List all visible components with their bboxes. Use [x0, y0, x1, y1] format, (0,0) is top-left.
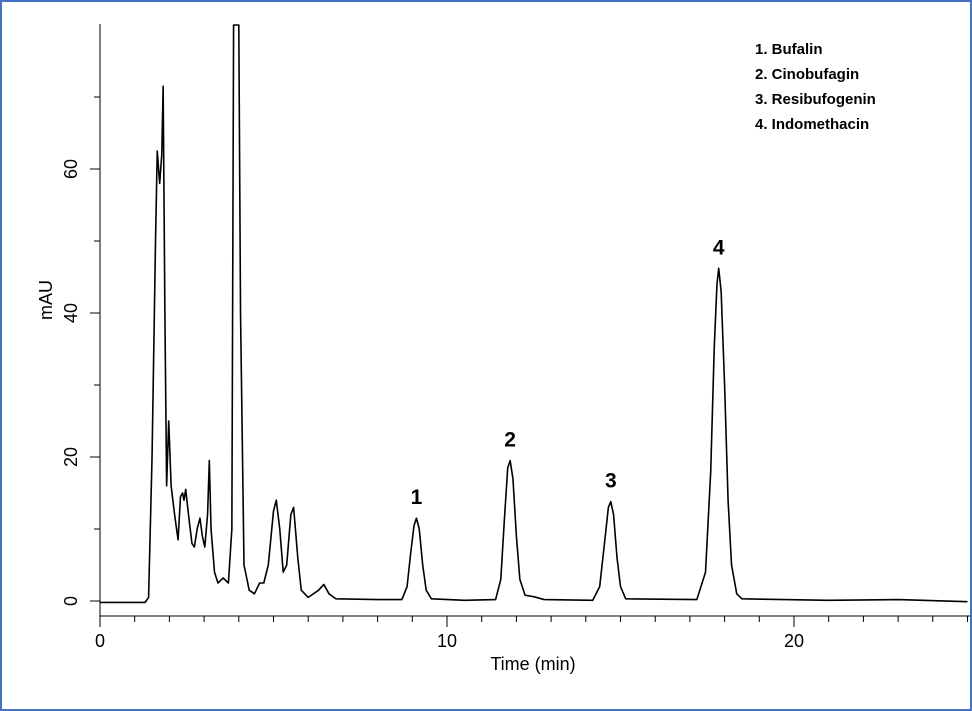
peak-label: 4: [713, 236, 725, 259]
x-tick-label: 10: [437, 631, 457, 651]
legend-entry: 4. Indomethacin: [755, 116, 869, 133]
y-tick-label: 40: [61, 303, 81, 323]
x-tick-label: 20: [784, 631, 804, 651]
x-tick-label: 0: [95, 631, 105, 651]
chromatogram-line: [100, 24, 968, 604]
y-tick-label: 60: [61, 159, 81, 179]
y-axis-label: mAU: [36, 280, 56, 320]
peak-label: 2: [504, 429, 516, 452]
legend-entry: 1. Bufalin: [755, 41, 823, 58]
peak-label: 3: [605, 470, 617, 493]
y-tick-label: 0: [61, 596, 81, 606]
legend-entry: 2. Cinobufagin: [755, 66, 859, 83]
y-tick-label: 20: [61, 447, 81, 467]
peak-label: 1: [411, 486, 423, 509]
legend-entry: 3. Resibufogenin: [755, 91, 876, 108]
x-axis-label: Time (min): [490, 654, 575, 674]
